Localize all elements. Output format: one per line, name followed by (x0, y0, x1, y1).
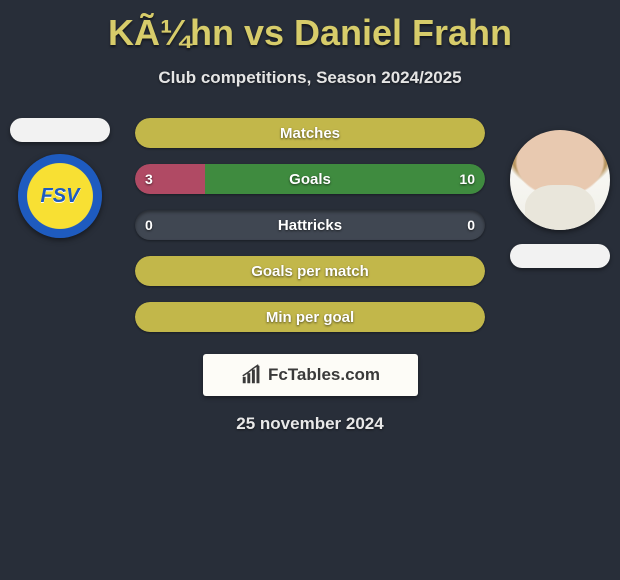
left-name-pill (10, 118, 110, 142)
bar-label: Matches (135, 118, 485, 148)
bar-label: Goals (135, 164, 485, 194)
right-name-pill (510, 244, 610, 268)
right-player-avatar (510, 130, 610, 230)
subtitle: Club competitions, Season 2024/2025 (0, 68, 620, 88)
date-text: 25 november 2024 (0, 414, 620, 434)
bar-label: Goals per match (135, 256, 485, 286)
fctables-logo: FcTables.com (203, 354, 418, 396)
stat-bar: Min per goal (135, 302, 485, 332)
left-player-column: FSV (0, 118, 120, 238)
bar-chart-icon (240, 364, 262, 386)
left-player-badge: FSV (18, 154, 102, 238)
stat-bar: Goals per match (135, 256, 485, 286)
right-player-column (500, 118, 620, 268)
logo-text: FcTables.com (268, 365, 380, 385)
bar-label: Min per goal (135, 302, 485, 332)
bar-label: Hattricks (135, 210, 485, 240)
stat-bar: Matches (135, 118, 485, 148)
badge-text: FSV (41, 185, 80, 208)
stat-bars: Matches 310Goals 00Hattricks Goals per matc… (135, 118, 485, 332)
page-title: KÃ¼hn vs Daniel Frahn (0, 0, 620, 54)
stat-bar: 310Goals (135, 164, 485, 194)
comparison-area: FSV Matches 310Goals 00Hattricks Goals per … (0, 118, 620, 332)
stat-bar: 00Hattricks (135, 210, 485, 240)
